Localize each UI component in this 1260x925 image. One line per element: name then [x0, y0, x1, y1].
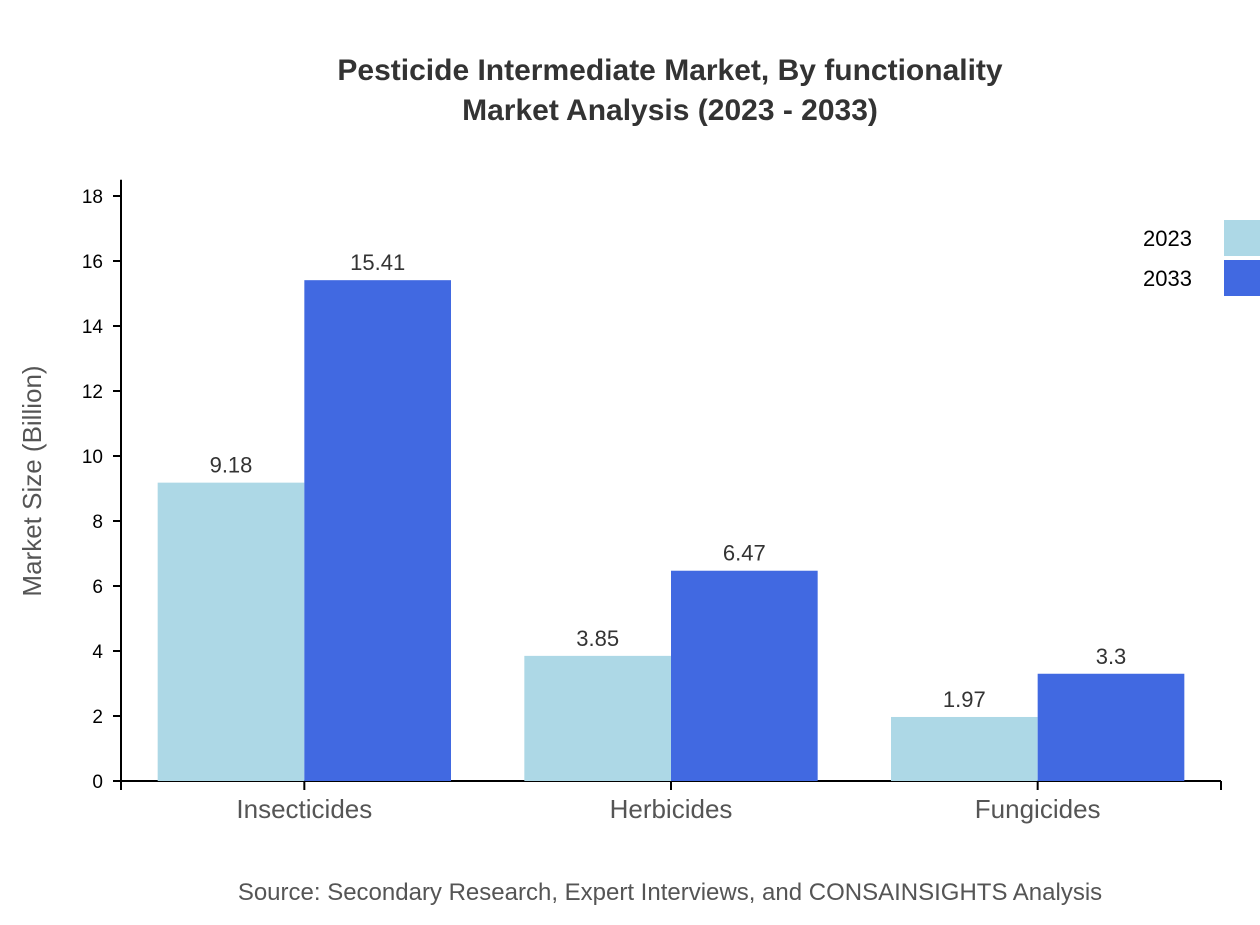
y-tick-label: 12 — [82, 382, 103, 403]
bar-data-label: 6.47 — [723, 541, 766, 566]
bar-data-label: 3.85 — [576, 626, 619, 651]
y-axis-label: Market Size (Billion) — [17, 365, 47, 596]
chart-subtitle: Market Analysis (2023 - 2033) — [462, 94, 878, 127]
bar-data-label: 3.3 — [1096, 644, 1127, 669]
bar-data-label: 15.41 — [350, 250, 405, 275]
x-tick-label: Fungicides — [975, 794, 1101, 824]
y-tick-label: 6 — [92, 577, 103, 598]
y-tick-label: 18 — [82, 187, 103, 208]
legend-label-2033: 2033 — [1143, 266, 1192, 291]
y-tick-label: 14 — [82, 317, 104, 338]
legend-label-2023: 2023 — [1143, 226, 1192, 251]
bar-2033-insecticides — [304, 280, 451, 781]
bar-2033-fungicides — [1037, 673, 1185, 781]
legend-swatch-2023 — [1224, 220, 1260, 256]
x-axis: Insecticides Herbicides Fungicides — [120, 780, 1222, 824]
bar-data-label: 1.97 — [943, 687, 986, 712]
bar-2023-insecticides — [157, 482, 305, 781]
y-tick-label: 10 — [82, 447, 103, 468]
bars: 9.18 15.41 3.85 6.47 1.97 3.3 — [157, 250, 1185, 781]
y-tick-label: 2 — [92, 707, 103, 728]
y-tick-label: 16 — [82, 252, 103, 273]
chart-title: Pesticide Intermediate Market, By functi… — [337, 54, 1003, 87]
bar-2023-fungicides — [891, 716, 1038, 781]
source-note: Source: Secondary Research, Expert Inter… — [238, 879, 1102, 906]
y-tick-label: 0 — [92, 772, 103, 793]
x-tick-label: Insecticides — [236, 794, 372, 824]
bar-2023-herbicides — [524, 655, 671, 781]
legend-swatch-2033 — [1224, 260, 1260, 296]
x-tick-label: Herbicides — [610, 794, 733, 824]
y-tick-label: 4 — [92, 642, 103, 663]
bar-data-label: 9.18 — [210, 453, 253, 478]
bar-2033-herbicides — [671, 570, 818, 781]
y-axis: 0 2 4 6 8 10 12 14 16 18 — [82, 179, 122, 793]
legend: 2023 2033 — [1143, 220, 1260, 296]
y-tick-label: 8 — [92, 512, 103, 533]
